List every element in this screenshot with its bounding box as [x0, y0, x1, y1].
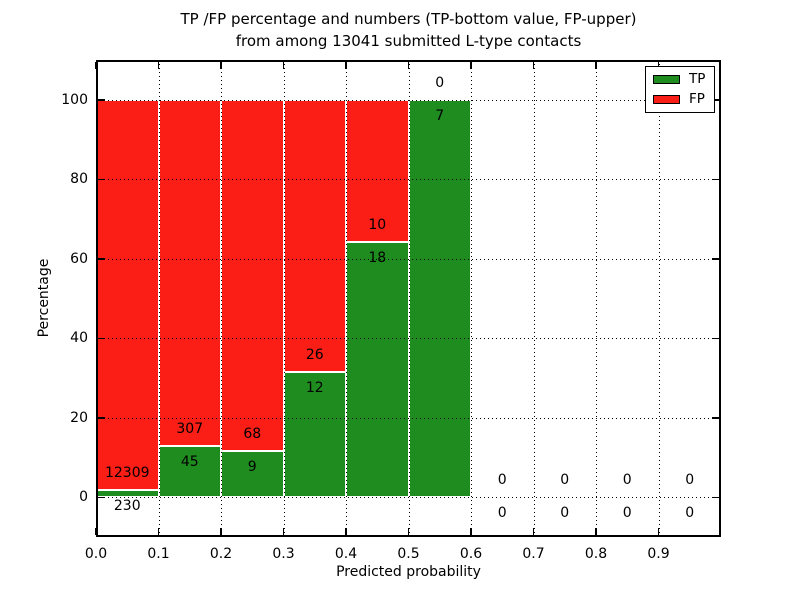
legend-entry-tp: TP: [653, 71, 707, 87]
x-tick-bottom: [220, 528, 222, 535]
x-tick-bottom: [532, 528, 535, 535]
y-tick-right: [712, 178, 719, 180]
x-tick-label: 0.2: [209, 546, 233, 562]
fp-count-label: 0: [685, 472, 695, 489]
x-tick-bottom: [470, 528, 472, 535]
tp-count-label: 230: [113, 497, 141, 514]
x-tick-bottom: [657, 528, 660, 535]
y-tick-left: [98, 178, 105, 180]
y-axis-label: Percentage: [36, 258, 52, 338]
y-tick-right: [712, 337, 719, 339]
x-tick-top: [345, 62, 347, 69]
fp-count-label: 0: [622, 472, 632, 489]
y-tick-left: [98, 496, 105, 498]
x-tick-top: [407, 62, 410, 69]
tp-count-label: 7: [435, 107, 445, 124]
x-tick-label: 0.4: [334, 546, 358, 562]
plot-area: TP FP 12309 230 307 45 68 9 26 12 10 18 0 7 0 0 0 0 0 0 0 0: [95, 60, 721, 537]
x-tick-label: 0.9: [647, 546, 670, 562]
tp-count-label: 0: [560, 505, 570, 522]
grid-line-v: [283, 60, 285, 537]
y-tick-label: 80: [70, 171, 88, 188]
legend-label-fp: FP: [689, 91, 705, 107]
fp-count-label: 26: [305, 346, 324, 363]
tp-count-label: 0: [497, 505, 507, 522]
fp-count-label: 0: [435, 74, 445, 91]
tp-count-label: 45: [180, 454, 199, 471]
y-tick-label: 0: [79, 489, 88, 506]
x-tick-top: [95, 62, 97, 69]
x-tick-top: [157, 62, 160, 69]
bar-segment-fp: [221, 99, 284, 451]
y-tick-right: [712, 496, 719, 498]
legend-swatch-tp: [653, 75, 680, 84]
x-tick-bottom: [595, 528, 597, 535]
x-tick-bottom: [407, 528, 410, 535]
y-tick-right: [712, 258, 719, 260]
x-tick-top: [282, 62, 285, 69]
fp-count-label: 0: [497, 472, 507, 489]
tp-count-label: 12: [305, 379, 324, 396]
x-tick-top: [657, 62, 660, 69]
fp-count-label: 10: [368, 216, 387, 233]
tp-count-label: 9: [247, 458, 257, 475]
grid-line-v: [533, 60, 535, 537]
x-tick-bottom: [282, 528, 285, 535]
y-tick-label: 60: [70, 250, 88, 267]
fp-count-label: 0: [560, 472, 570, 489]
legend-swatch-fp: [653, 95, 680, 104]
x-tick-bottom: [157, 528, 160, 535]
grid-line-v: [408, 60, 410, 537]
x-tick-label: 0.0: [84, 546, 108, 562]
legend-label-tp: TP: [689, 71, 706, 87]
legend: TP FP: [645, 66, 715, 113]
y-tick-label: 20: [70, 409, 88, 426]
x-tick-label: 0.3: [272, 546, 295, 562]
x-tick-bottom: [95, 528, 97, 535]
x-tick-label: 0.7: [522, 546, 545, 562]
grid-line-v: [596, 60, 597, 537]
x-tick-top: [532, 62, 535, 69]
x-tick-top: [470, 62, 472, 69]
x-axis-label: Predicted probability: [336, 564, 481, 580]
y-tick-left: [98, 258, 105, 260]
x-tick-bottom: [345, 528, 347, 535]
x-tick-label: 0.1: [147, 546, 170, 562]
bar-segment-tp: [158, 446, 221, 498]
x-tick-label: 0.6: [459, 546, 483, 562]
bar-segment-fp: [158, 99, 221, 447]
x-tick-label: 0.8: [584, 546, 608, 562]
y-tick-right: [712, 417, 719, 419]
tp-count-label: 18: [368, 249, 387, 266]
fp-count-label: 307: [176, 421, 204, 438]
grid-line-v: [471, 60, 472, 537]
bar-segment-fp: [346, 99, 409, 242]
x-tick-top: [595, 62, 597, 69]
tp-count-label: 0: [685, 505, 695, 522]
grid-line-v: [158, 60, 160, 537]
y-tick-left: [98, 99, 105, 101]
x-tick-top: [220, 62, 222, 69]
bar-segment-tp: [408, 99, 471, 498]
chart-title-line1: TP /FP percentage and numbers (TP-bottom…: [180, 10, 637, 28]
tp-count-label: 0: [622, 505, 632, 522]
fp-count-label: 68: [243, 425, 262, 442]
x-tick-label: 0.5: [397, 546, 420, 562]
y-tick-label: 40: [70, 330, 88, 347]
y-tick-label: 100: [61, 91, 88, 108]
y-tick-right: [712, 99, 719, 101]
fp-count-label: 12309: [104, 464, 150, 481]
bar-segment-fp: [96, 99, 159, 490]
bar-segment-fp: [283, 99, 346, 372]
y-tick-left: [98, 337, 105, 339]
legend-entry-fp: FP: [653, 91, 707, 107]
grid-line-v: [221, 60, 222, 537]
y-tick-left: [98, 417, 105, 419]
grid-line-v: [658, 60, 660, 537]
bar-segment-tp: [346, 241, 409, 498]
chart-title-line2: from among 13041 submitted L-type contac…: [235, 32, 582, 50]
bar-segment-tp: [283, 371, 346, 498]
grid-line-v: [346, 60, 347, 537]
